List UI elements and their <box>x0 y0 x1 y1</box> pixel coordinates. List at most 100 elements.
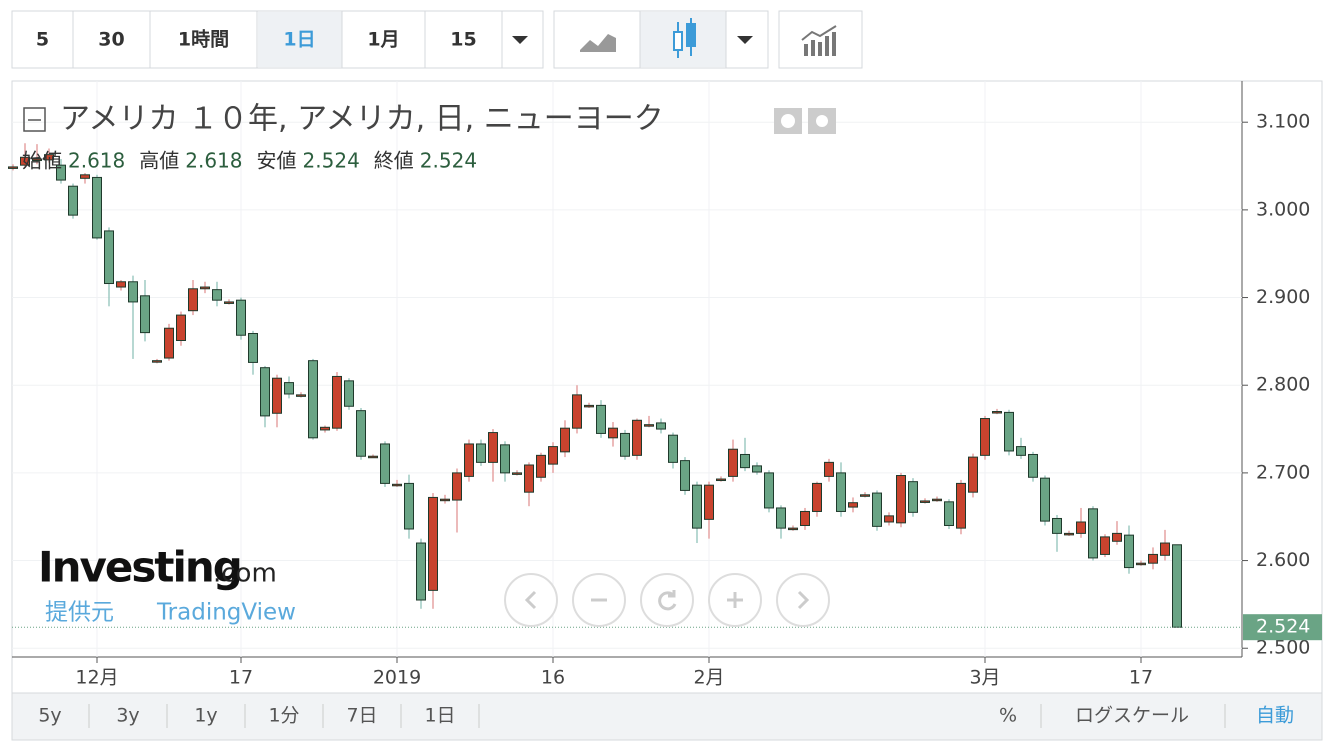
candle-body <box>476 443 486 463</box>
candle-body <box>428 496 438 591</box>
candle-body <box>1064 532 1074 536</box>
candle-body <box>560 427 570 453</box>
candle-body <box>1148 553 1158 564</box>
scroll-right[interactable] <box>776 573 830 627</box>
candle-body <box>740 453 750 469</box>
range-button[interactable]: 1分 <box>268 705 299 727</box>
candle-body <box>248 332 258 363</box>
candle-body <box>512 472 522 475</box>
candle-body <box>572 394 582 429</box>
candle-body <box>1124 534 1134 569</box>
y-tick-label: 3.000 <box>1256 198 1310 220</box>
candle-body <box>908 481 918 513</box>
y-tick-label: 2.700 <box>1256 461 1310 483</box>
candle-body <box>1100 536 1110 555</box>
x-tick-label: 2019 <box>373 667 421 689</box>
candle-body <box>128 281 138 303</box>
option-button[interactable]: 自動 <box>1256 705 1294 727</box>
candle-body <box>1052 517 1062 534</box>
legend-value: 2.618 <box>68 149 125 173</box>
x-tick-label: 17 <box>1129 667 1153 689</box>
candle-body <box>896 475 906 524</box>
candle-body <box>440 498 450 502</box>
last-price-box <box>1243 614 1322 641</box>
candle-body <box>596 404 606 434</box>
candle-style-icon[interactable] <box>673 18 696 58</box>
reset[interactable] <box>640 573 694 627</box>
settings-icon <box>816 115 828 127</box>
x-tick-label: 3月 <box>969 667 1000 689</box>
x-tick-label: 16 <box>541 667 565 689</box>
range-button[interactable]: 7日 <box>346 705 377 727</box>
x-tick-label: 17 <box>229 667 253 689</box>
interval-button[interactable]: 1時間 <box>178 29 229 51</box>
candle-body <box>1112 532 1122 542</box>
watermark-suffix: .com <box>213 559 277 589</box>
option-button[interactable]: % <box>999 705 1017 727</box>
candle-body <box>20 156 30 166</box>
interval-button[interactable]: 5 <box>36 29 49 51</box>
candle-body <box>416 542 426 601</box>
candle-body <box>68 185 78 216</box>
candle-body <box>1160 542 1170 556</box>
option-button[interactable]: ログスケール <box>1075 705 1189 727</box>
provider[interactable]: TradingView <box>156 600 296 626</box>
candle-body <box>884 515 894 523</box>
candle-body <box>500 444 510 474</box>
candle-body <box>284 382 294 395</box>
candle-body <box>488 432 498 463</box>
candle-body <box>632 419 642 456</box>
candle-body <box>80 174 90 179</box>
candle-body <box>368 455 378 459</box>
candle-body <box>680 460 690 491</box>
interval-button[interactable]: 1月 <box>367 29 399 51</box>
candle-body <box>380 443 390 484</box>
candle-body <box>1016 446 1026 456</box>
candle-body <box>860 494 870 497</box>
candle-body <box>452 472 462 501</box>
candle-body <box>212 289 222 301</box>
candle-body <box>584 404 594 408</box>
interval-dropdown[interactable] <box>512 36 528 44</box>
legend-name: 安値 <box>257 149 297 173</box>
y-tick-label: 2.900 <box>1256 286 1310 308</box>
candle-body <box>1040 477 1050 522</box>
x-tick-label: 2月 <box>693 667 724 689</box>
range-button[interactable]: 1y <box>194 705 217 727</box>
indicator-button[interactable] <box>778 10 863 69</box>
candle-body <box>776 507 786 529</box>
scroll-left[interactable] <box>504 573 558 627</box>
candle-body <box>104 230 114 285</box>
candle-body <box>296 394 306 397</box>
candle-body <box>1004 411 1014 452</box>
y-tick-label: 3.100 <box>1256 111 1310 133</box>
interval-button[interactable]: 30 <box>98 29 124 51</box>
candle-body <box>332 375 342 429</box>
line-style-icon[interactable] <box>580 34 616 52</box>
range-button[interactable]: 5y <box>38 705 61 727</box>
candle-body <box>200 286 210 290</box>
candle-body <box>752 465 762 473</box>
candle-body <box>716 478 726 482</box>
candle-body <box>836 472 846 512</box>
candle-body <box>176 314 186 342</box>
provider-label: 提供元 <box>45 600 114 626</box>
last-price-label: 2.524 <box>1256 616 1310 638</box>
interval-button[interactable]: 1日 <box>283 29 315 51</box>
legend-value: 2.618 <box>185 149 242 173</box>
candle-body <box>308 360 318 439</box>
y-tick-label: 2.800 <box>1256 374 1310 396</box>
collapse-icon[interactable] <box>23 107 46 132</box>
range-button[interactable]: 3y <box>116 705 139 727</box>
interval-button[interactable]: 15 <box>450 29 476 51</box>
candle-body <box>548 446 558 465</box>
candle-body <box>404 482 414 530</box>
style-dropdown[interactable] <box>737 36 753 44</box>
bottom-bar <box>11 692 1323 741</box>
indicator-icon <box>801 25 837 56</box>
legend-value: 2.524 <box>303 149 360 173</box>
legend-name: 終値 <box>374 149 414 173</box>
candle-body <box>704 484 714 520</box>
range-button[interactable]: 1日 <box>424 705 455 727</box>
candle-body <box>920 500 930 503</box>
